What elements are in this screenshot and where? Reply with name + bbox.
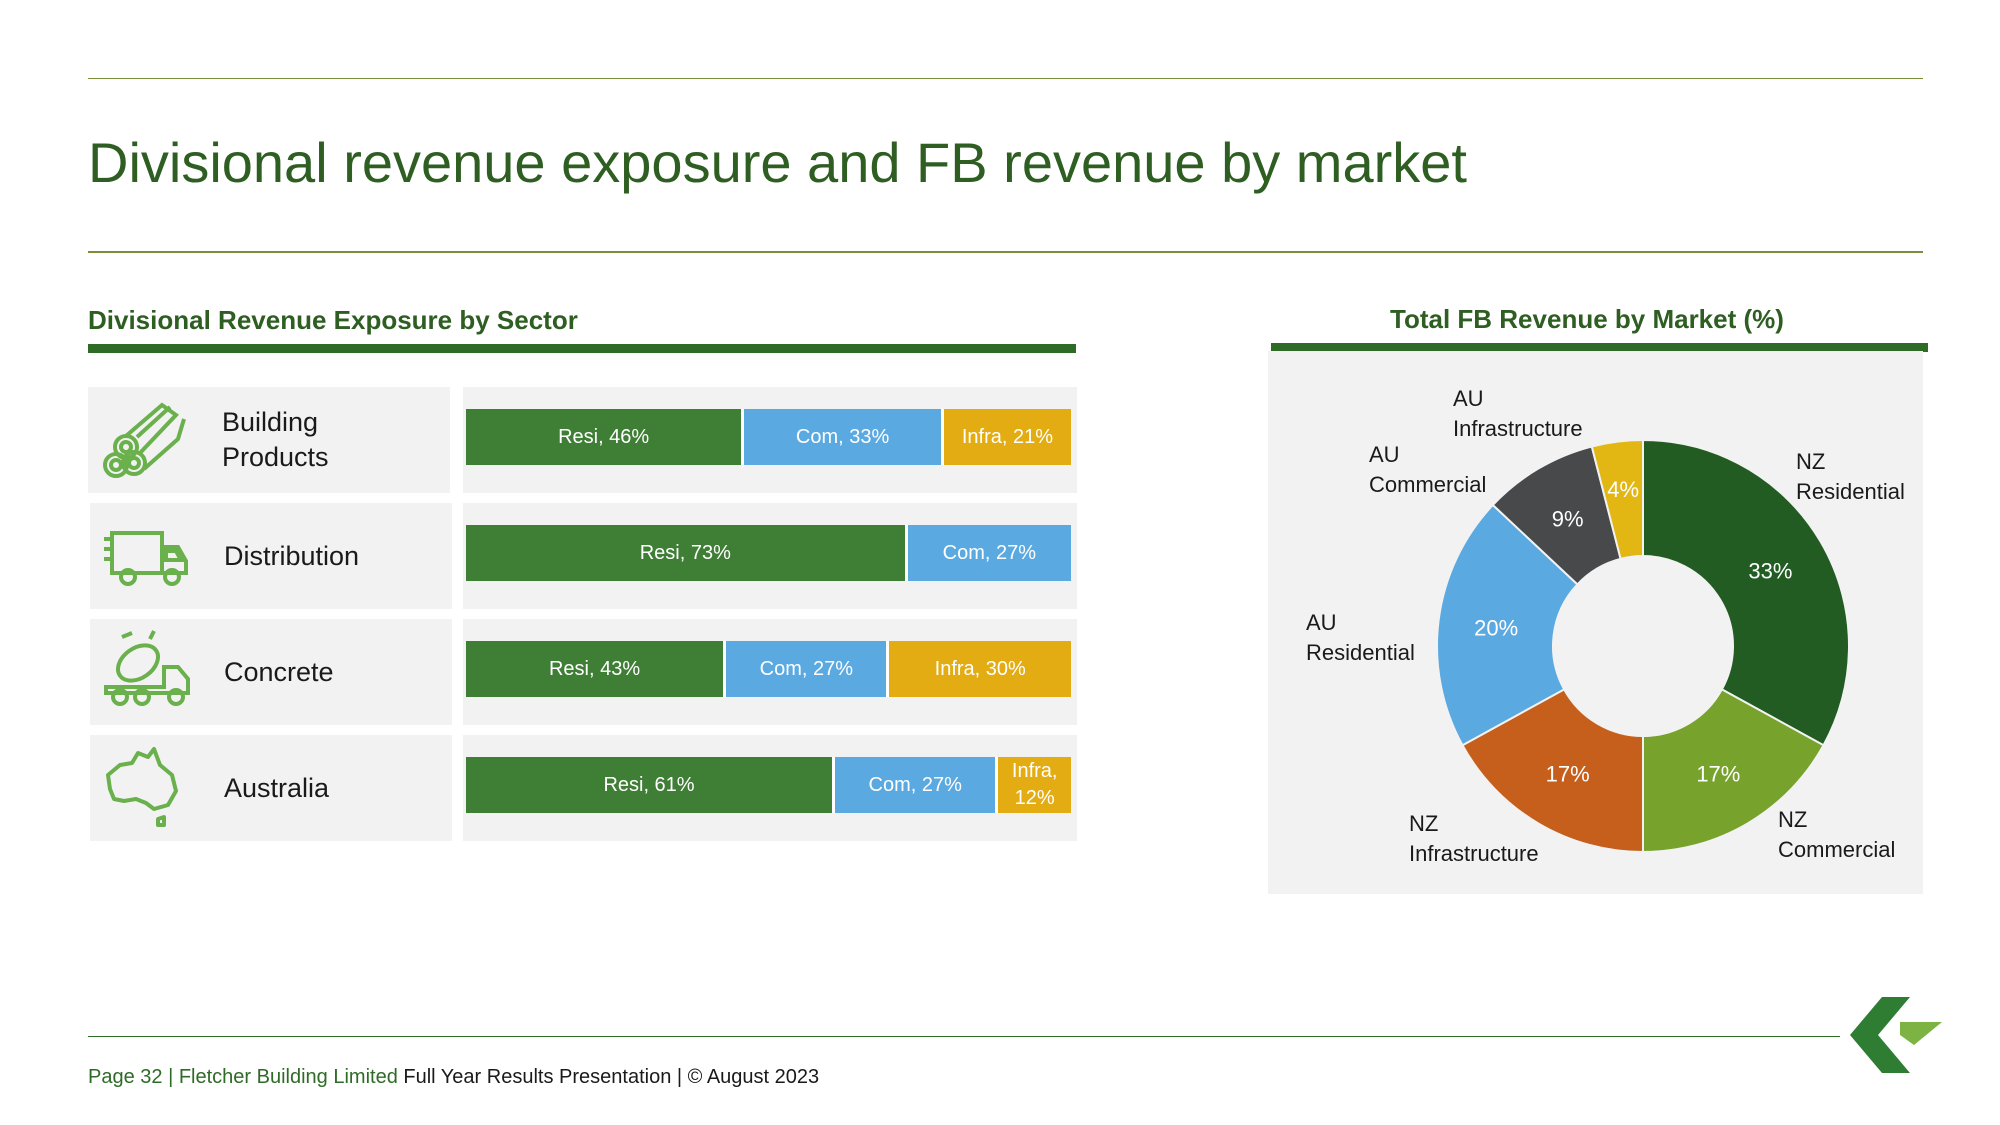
right-section-bar	[1271, 343, 1928, 352]
concrete-mixer-icon	[104, 630, 190, 706]
stacked-bar-card: Resi, 73% Com, 27%	[463, 503, 1077, 609]
donut-value-label: 20%	[1474, 615, 1518, 640]
pipes-icon	[103, 402, 186, 478]
sector-label: Building Products	[222, 407, 329, 472]
bar-segment-com: Com, 33%	[744, 409, 944, 465]
bar-segment-infra: Infra, 30%	[889, 641, 1071, 697]
stacked-bar: Resi, 43% Com, 27% Infra, 30%	[466, 641, 1071, 697]
footer-rule	[88, 1036, 1840, 1037]
donut-category-label: AU Commercial	[1369, 442, 1487, 497]
sector-row-distribution: Distribution	[90, 503, 452, 609]
sector-row-building-products: Building Products	[88, 387, 450, 493]
donut-value-label: 17%	[1546, 761, 1590, 786]
donut-category-label: NZ Commercial	[1778, 807, 1896, 862]
page-title: Divisional revenue exposure and FB reven…	[88, 131, 1467, 194]
bar-segment-com: Com, 27%	[726, 641, 890, 697]
bar-segment-resi: Resi, 73%	[466, 525, 908, 581]
left-section-bar	[88, 344, 1076, 353]
donut-category-label: NZ Infrastructure	[1409, 811, 1539, 866]
left-section-title: Divisional Revenue Exposure by Sector	[88, 305, 578, 335]
sector-row-concrete: Concrete	[90, 619, 452, 725]
donut-category-label: AU Residential	[1306, 610, 1415, 665]
donut-category-label: NZ Residential	[1796, 449, 1905, 504]
footer-page: Page 32 | Fletcher Building Limited	[88, 1066, 398, 1088]
sector-label: Concrete	[224, 656, 334, 687]
donut-slice-nz-infrastructure	[1461, 688, 1644, 854]
donut-value-label: 4%	[1607, 477, 1639, 502]
australia-map-icon	[106, 747, 178, 827]
sector-label: Distribution	[224, 540, 360, 571]
top-rule	[88, 78, 1923, 79]
stacked-bar-card: Resi, 61% Com, 27% Infra, 12%	[463, 735, 1077, 841]
donut-value-label: 9%	[1552, 507, 1584, 532]
stacked-bar: Resi, 61% Com, 27% Infra, 12%	[466, 757, 1071, 813]
fletcher-logo-icon	[1850, 997, 1942, 1073]
donut-slice-nz-commercial	[1642, 688, 1825, 854]
donut-value-label: 17%	[1696, 761, 1740, 786]
market-donut-panel: 33% 17% 17% 20% 9% 4% NZ Residential NZ Commer…	[1268, 351, 1923, 894]
footer-rest: Full Year Results Presentation | © Augus…	[397, 1066, 820, 1088]
stacked-bar-card: Resi, 46% Com, 33% Infra, 21%	[463, 387, 1077, 493]
bar-segment-resi: Resi, 61%	[466, 757, 836, 813]
donut-slice-au-infrastructure	[1590, 438, 1644, 561]
bar-segment-resi: Resi, 43%	[466, 641, 727, 697]
donut-category-label: AU Infrastructure	[1453, 386, 1583, 441]
truck-icon	[104, 531, 188, 586]
stacked-bar-card: Resi, 43% Com, 27% Infra, 30%	[463, 619, 1077, 725]
donut-value-label: 33%	[1748, 559, 1792, 584]
sector-row-australia: Australia	[90, 735, 452, 841]
donut-slice-nz-residential	[1642, 438, 1850, 747]
market-donut-chart: 33% 17% 17% 20% 9% 4%	[1436, 438, 1850, 854]
bar-segment-infra: Infra, 12%	[998, 757, 1071, 813]
donut-slice-au-residential	[1436, 503, 1579, 747]
bar-segment-com: Com, 27%	[835, 757, 999, 813]
bar-segment-com: Com, 27%	[907, 525, 1071, 581]
sector-label: Australia	[224, 772, 330, 803]
bar-segment-resi: Resi, 46%	[466, 409, 745, 465]
footer-text: Page 32 | Fletcher Building Limited Full…	[88, 1066, 819, 1089]
title-underline	[88, 251, 1923, 253]
right-section-title: Total FB Revenue by Market (%)	[1390, 304, 1784, 334]
bar-segment-infra: Infra, 21%	[943, 409, 1071, 465]
stacked-bar: Resi, 46% Com, 33% Infra, 21%	[466, 409, 1071, 465]
stacked-bar: Resi, 73% Com, 27%	[466, 525, 1071, 581]
